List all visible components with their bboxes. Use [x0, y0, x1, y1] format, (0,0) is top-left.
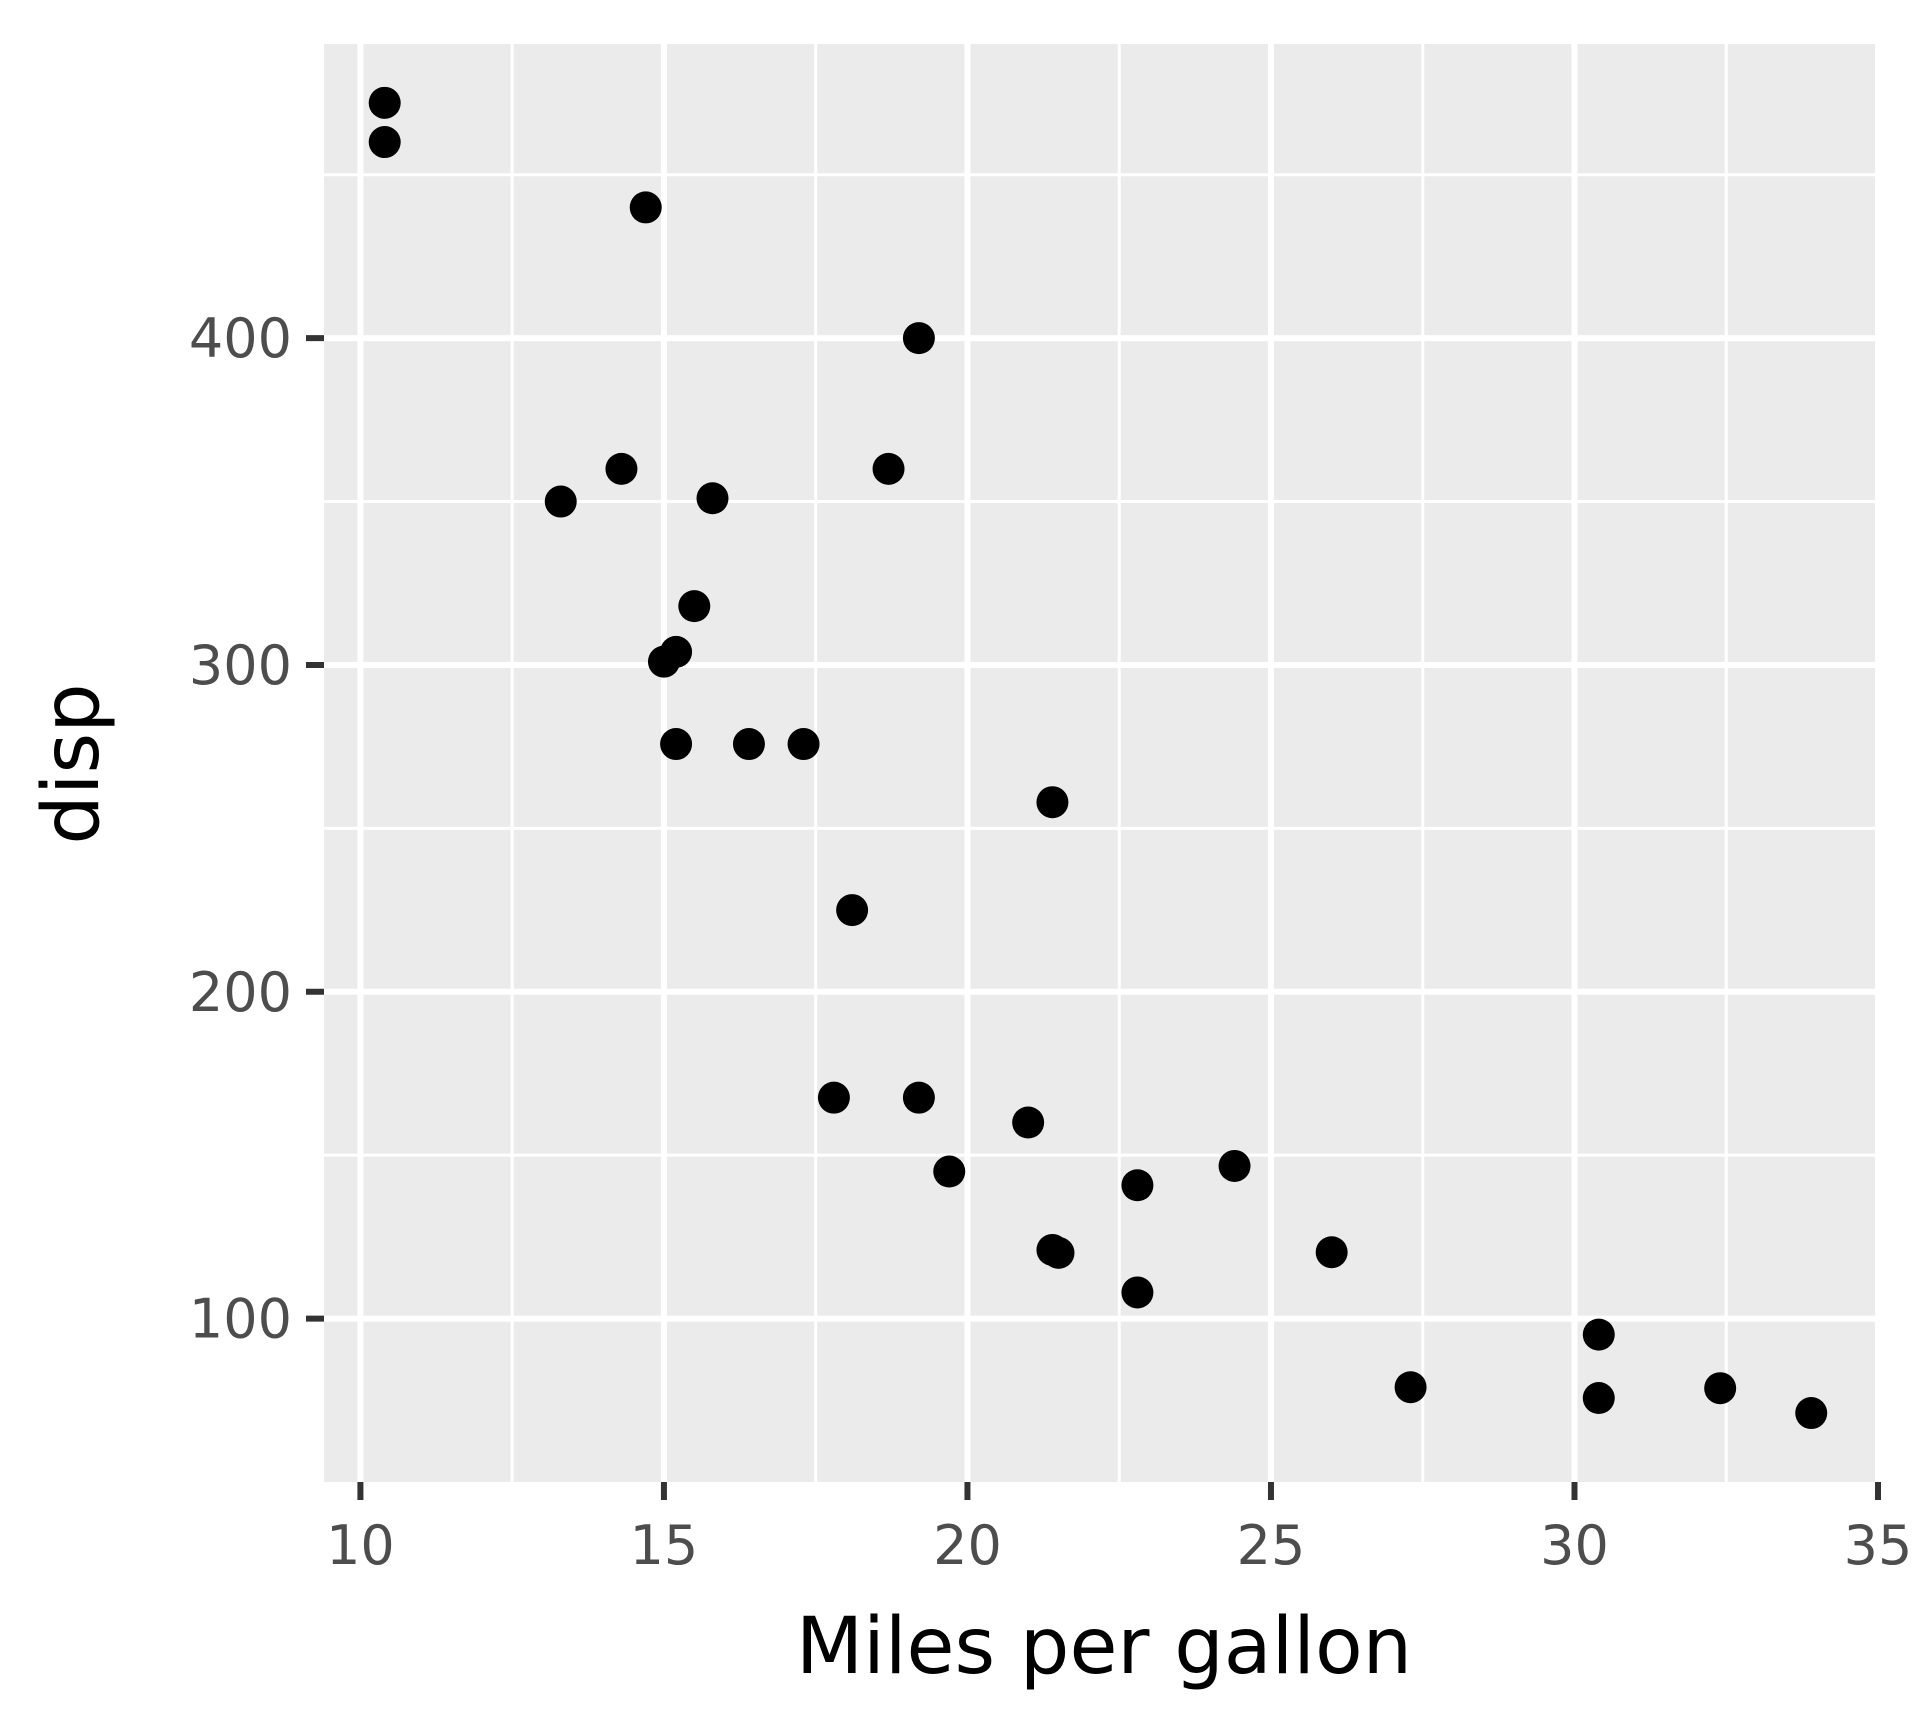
data-point — [1036, 786, 1069, 819]
data-point — [836, 894, 869, 927]
minor-gridlines — [324, 44, 1878, 1482]
x-tick-label: 25 — [1237, 1514, 1306, 1577]
data-point — [1121, 1276, 1154, 1309]
data-point — [368, 126, 401, 159]
x-axis-title: Miles per gallon — [796, 1602, 1412, 1692]
data-point — [1012, 1106, 1045, 1139]
y-axis: 100 200 300 400 — [189, 307, 324, 1351]
data-point — [1121, 1169, 1154, 1202]
x-tick-label: 20 — [933, 1514, 1002, 1577]
data-point — [902, 322, 935, 355]
x-axis: 10 15 20 25 30 35 — [326, 1482, 1912, 1577]
data-point — [872, 452, 905, 485]
y-tick-label: 400 — [189, 307, 292, 370]
x-tick-label: 30 — [1540, 1514, 1609, 1577]
data-point — [1394, 1371, 1427, 1404]
data-point — [1704, 1372, 1737, 1405]
data-point — [629, 191, 662, 224]
data-point — [696, 482, 729, 515]
data-point — [1582, 1318, 1615, 1351]
data-point — [605, 452, 638, 485]
major-gridlines — [324, 44, 1881, 1482]
y-tick-label: 200 — [189, 961, 292, 1024]
data-point — [1042, 1236, 1075, 1269]
y-tick-label: 100 — [189, 1288, 292, 1351]
data-point — [1582, 1382, 1615, 1415]
y-axis-title: disp — [27, 683, 117, 844]
data-point — [544, 485, 577, 518]
data-point — [933, 1155, 966, 1188]
data-point — [817, 1081, 850, 1114]
data-point — [1315, 1236, 1348, 1269]
data-point — [732, 728, 765, 761]
x-tick-label: 35 — [1844, 1514, 1913, 1577]
x-tick-label: 10 — [326, 1514, 395, 1577]
data-point — [1218, 1149, 1251, 1182]
data-point — [368, 86, 401, 119]
data-points — [368, 86, 1828, 1430]
data-point — [787, 728, 820, 761]
panel-background — [324, 44, 1878, 1482]
data-point — [647, 645, 680, 678]
data-point — [1795, 1397, 1828, 1430]
data-point — [660, 728, 693, 761]
data-point — [902, 1081, 935, 1114]
x-tick-label: 15 — [630, 1514, 699, 1577]
y-tick-label: 300 — [189, 634, 292, 697]
data-point — [678, 590, 711, 623]
